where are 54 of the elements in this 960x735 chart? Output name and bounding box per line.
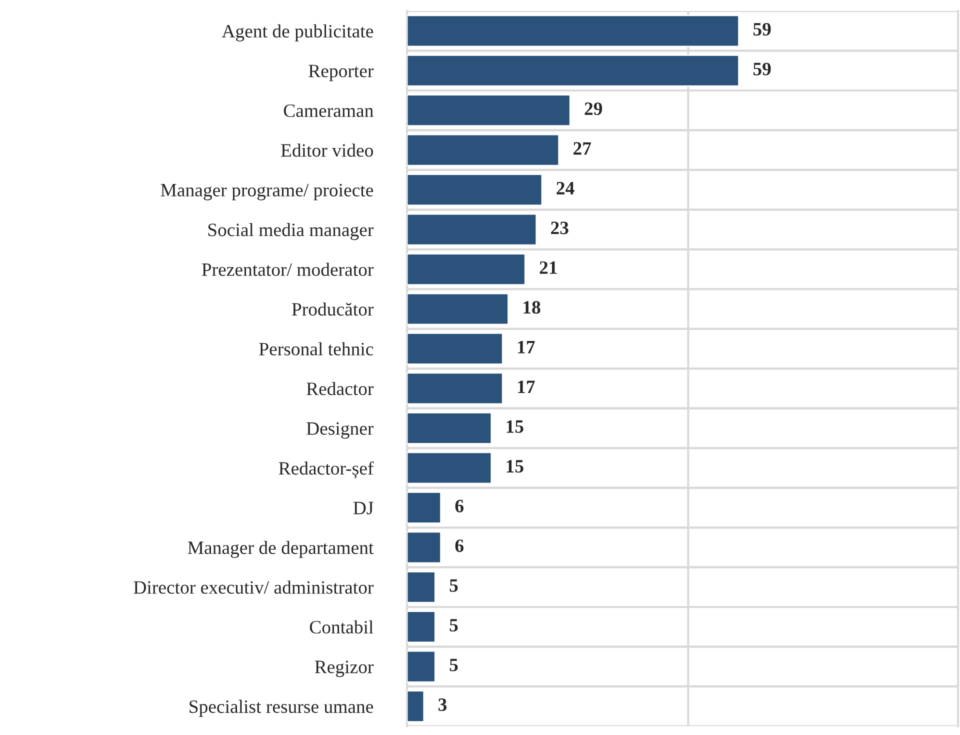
bar bbox=[407, 412, 492, 444]
y-tick-label: Specialist resurse umane bbox=[190, 700, 374, 717]
y-tick-label: Reporter bbox=[308, 64, 374, 82]
bar bbox=[407, 570, 436, 604]
bar bbox=[407, 332, 504, 365]
y-tick-label: Contabil bbox=[310, 620, 374, 634]
data-label: 59 bbox=[753, 22, 771, 36]
bar bbox=[407, 690, 425, 723]
y-tick-label: Editor video bbox=[281, 144, 373, 157]
data-label: 17 bbox=[518, 380, 535, 393]
data-label: 3 bbox=[438, 698, 447, 712]
data-label: 21 bbox=[540, 261, 557, 274]
bar bbox=[407, 372, 504, 405]
bar bbox=[407, 650, 436, 683]
y-tick-label: Redactor-șef bbox=[278, 461, 374, 479]
data-label: 6 bbox=[455, 539, 464, 552]
y-tick-label: Social media manager bbox=[208, 223, 374, 240]
data-label: 5 bbox=[450, 619, 458, 632]
y-tick-label: Manager de departament bbox=[188, 540, 374, 558]
bar bbox=[407, 94, 571, 127]
bar bbox=[407, 54, 740, 87]
bar bbox=[407, 253, 526, 286]
bar bbox=[407, 14, 740, 48]
bar bbox=[407, 452, 492, 484]
bar bbox=[407, 491, 442, 524]
bar bbox=[407, 610, 436, 644]
data-label: 17 bbox=[518, 340, 535, 354]
y-tick-label: Manager programe/ proiecte bbox=[160, 184, 374, 200]
bar bbox=[407, 292, 509, 326]
bar bbox=[407, 213, 538, 246]
y-tick-label: Redactor bbox=[306, 382, 374, 396]
data-label: 15 bbox=[506, 420, 524, 433]
y-tick-label: Agent de publicitate bbox=[222, 24, 374, 42]
data-label: 18 bbox=[524, 301, 540, 314]
y-tick-label: Cameraman bbox=[284, 104, 374, 118]
bar bbox=[407, 531, 442, 564]
data-label: 59 bbox=[753, 62, 771, 76]
data-label: 6 bbox=[455, 500, 464, 512]
bar bbox=[407, 174, 543, 206]
y-tick-label: Prezentator/ moderator bbox=[202, 262, 374, 276]
y-tick-label: Producător bbox=[292, 302, 374, 316]
data-label: 15 bbox=[506, 460, 524, 473]
y-tick-label: Designer bbox=[306, 422, 374, 439]
data-label: 24 bbox=[556, 182, 574, 194]
data-label: 29 bbox=[584, 102, 602, 116]
data-label: 5 bbox=[450, 658, 458, 672]
y-tick-label: DJ bbox=[353, 502, 374, 514]
y-tick-label: Personal tehnic bbox=[259, 342, 374, 356]
bar bbox=[407, 134, 560, 166]
y-tick-label: Director executiv/ administrator bbox=[134, 580, 374, 594]
data-label: 27 bbox=[574, 142, 592, 155]
data-label: 5 bbox=[450, 579, 458, 592]
data-label: 23 bbox=[551, 222, 568, 234]
y-tick-label: Regizor bbox=[314, 660, 374, 678]
